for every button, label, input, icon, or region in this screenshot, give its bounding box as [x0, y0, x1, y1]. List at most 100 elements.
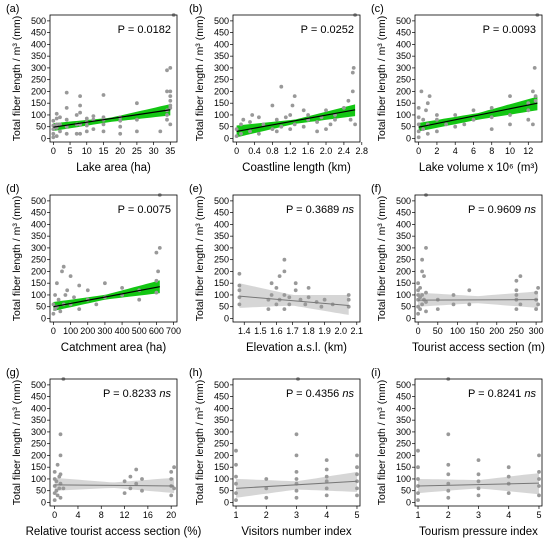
x-tick-label: 1.2 [284, 146, 297, 156]
y-tick-label: 50 [401, 302, 411, 312]
data-point [287, 295, 292, 300]
data-point [65, 288, 70, 293]
confidence-band [53, 280, 160, 311]
data-point [351, 66, 356, 70]
p-value-label: P = 0.0252 [301, 24, 354, 36]
data-point [134, 467, 139, 472]
data-point [234, 474, 238, 479]
data-point [94, 302, 99, 307]
panel-letter: (g) [6, 367, 19, 379]
data-point [274, 302, 279, 307]
data-point [435, 307, 440, 311]
x-tick-label: 0.4 [248, 146, 261, 156]
data-point [64, 117, 69, 122]
y-tick-label: 450 [31, 392, 46, 402]
x-tick-label: 2.0 [320, 146, 333, 156]
data-point [165, 68, 169, 73]
y-axis-label: Total fiber length / m³ (mm) [11, 380, 23, 505]
y-tick-label: 50 [36, 486, 46, 496]
data-point [328, 122, 333, 127]
x-tick-label: 25 [132, 146, 142, 156]
data-point [324, 479, 329, 484]
x-axis-label: Lake volume x 10⁶ (m³) [419, 162, 538, 174]
data-point [279, 124, 284, 129]
data-point [234, 127, 239, 131]
data-point [172, 465, 177, 470]
x-tick-label: 20 [115, 146, 125, 156]
data-point [534, 307, 538, 311]
data-point [134, 481, 139, 486]
y-axis-label: Total fiber length / m³ (mm) [11, 196, 23, 321]
y-tick-label: 400 [396, 39, 411, 49]
data-point [514, 278, 519, 283]
panel-letter: (e) [189, 183, 202, 195]
data-point [274, 286, 279, 290]
confidence-band [418, 96, 538, 132]
data-point [446, 481, 451, 486]
x-tick-label: 8 [99, 510, 104, 520]
p-value-text: P = 0.8233 [103, 388, 156, 400]
x-axis-label: Coastline length (km) [242, 162, 351, 174]
x-tick-label: 5 [536, 510, 541, 520]
y-tick-label: 100 [214, 474, 229, 484]
ns-flag: ns [339, 204, 354, 216]
data-point [294, 477, 299, 481]
data-point [287, 302, 292, 307]
data-point [85, 288, 90, 293]
data-point [165, 117, 169, 122]
y-tick-label: 400 [214, 39, 229, 49]
y-tick-label: 500 [396, 16, 411, 26]
data-point [54, 134, 59, 139]
data-point [342, 106, 346, 110]
x-tick-label: 1 [234, 510, 239, 520]
data-point [168, 66, 173, 70]
data-point [303, 302, 308, 307]
data-point [52, 498, 57, 502]
data-point [355, 453, 359, 458]
x-tick-label: 250 [509, 326, 524, 336]
x-tick-label: 4 [75, 510, 80, 520]
data-point [234, 134, 239, 139]
x-tick-label: 2 [264, 510, 269, 520]
data-point [288, 127, 293, 131]
y-tick-label: 400 [31, 219, 46, 229]
y-tick-label: 250 [214, 255, 229, 265]
y-tick-label: 300 [214, 63, 229, 73]
data-point [418, 307, 422, 311]
p-value-label: P = 0.4356 ns [286, 388, 355, 400]
y-tick-label: 50 [36, 122, 46, 132]
x-tick-label: 4 [453, 146, 458, 156]
data-point [419, 89, 424, 94]
y-tick-label: 200 [214, 450, 229, 460]
regression-line [239, 295, 349, 307]
data-point [292, 94, 297, 98]
data-point [51, 311, 56, 316]
data-point [424, 309, 428, 314]
x-tick-label: 1.6 [302, 146, 315, 156]
data-point [427, 94, 432, 98]
p-value-text: P = 0.0093 [483, 24, 536, 36]
x-tick-label: 100 [63, 326, 78, 336]
data-point [58, 129, 62, 134]
y-tick-label: 100 [214, 110, 229, 120]
y-tick-label: 450 [214, 392, 229, 402]
data-point [416, 477, 420, 481]
x-tick-label: 12 [523, 146, 533, 156]
y-tick-label: 150 [31, 98, 46, 108]
x-tick-label: 1.4 [238, 326, 251, 336]
y-tick-label: 400 [214, 219, 229, 229]
y-tick-label: 350 [214, 51, 229, 61]
data-point [324, 467, 329, 472]
data-point [348, 117, 353, 122]
y-tick-label: 50 [36, 302, 46, 312]
data-point [424, 300, 428, 304]
y-tick-label: 150 [396, 462, 411, 472]
x-tick-label: 1.6 [270, 326, 283, 336]
y-tick-label: 400 [31, 39, 46, 49]
y-tick-label: 50 [401, 122, 411, 132]
data-point [58, 115, 62, 120]
